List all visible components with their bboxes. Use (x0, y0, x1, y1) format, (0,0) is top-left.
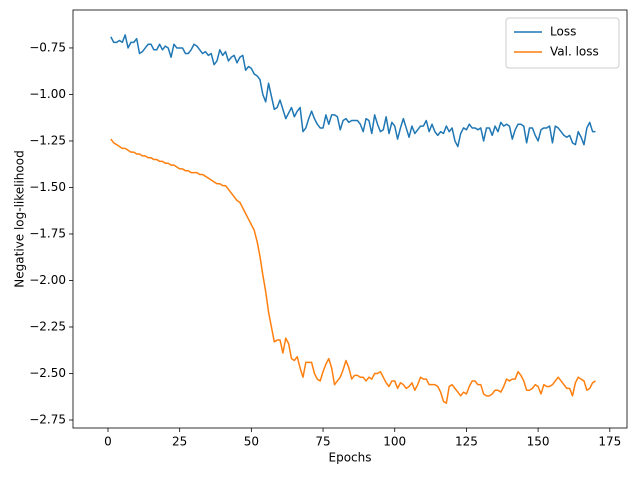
x-tick-label: 150 (527, 435, 550, 449)
x-tick-label: 50 (244, 435, 259, 449)
y-axis-label: Negative log-likelihood (13, 150, 27, 287)
x-tick-label: 75 (315, 435, 330, 449)
x-tick-label: 125 (455, 435, 478, 449)
y-tick-label: −2.25 (29, 319, 66, 333)
legend-label: Loss (550, 25, 576, 39)
y-tick-label: −2.75 (29, 413, 66, 427)
y-tick-label: −1.50 (29, 180, 66, 194)
y-tick-label: −0.75 (29, 40, 66, 54)
y-tick-label: −2.50 (29, 366, 66, 380)
x-tick-label: 25 (172, 435, 187, 449)
y-tick-label: −1.00 (29, 87, 66, 101)
x-tick-label: 175 (598, 435, 621, 449)
data-line (110, 34, 596, 148)
axes-frame (72, 9, 628, 429)
data-line (110, 138, 596, 405)
x-axis-label: Epochs (329, 451, 372, 465)
legend-label: Val. loss (550, 45, 599, 59)
x-tick-label: 100 (383, 435, 406, 449)
legend-box (505, 17, 620, 69)
legend: Loss Val. loss (505, 17, 620, 69)
x-tick-label: 0 (104, 435, 112, 449)
y-tick-label: −1.75 (29, 226, 66, 240)
y-tick-label: −1.25 (29, 133, 66, 147)
y-tick-label: −2.00 (29, 273, 66, 287)
